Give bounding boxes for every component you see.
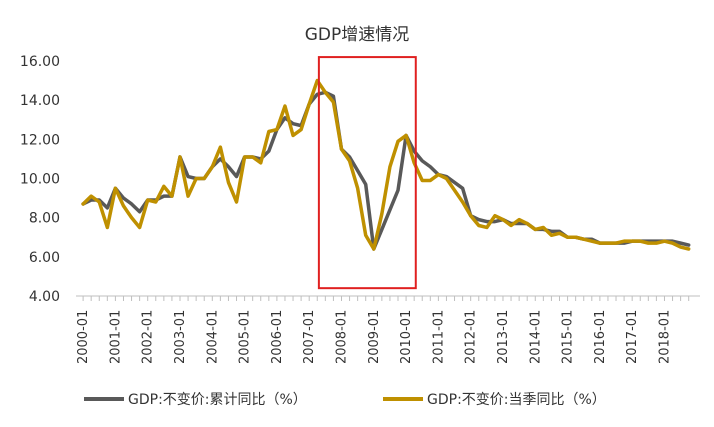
- y-tick-label: 12.00: [20, 132, 60, 148]
- x-tick-label: 2014-01: [528, 310, 543, 364]
- x-tick-label: 2009-01: [367, 310, 382, 364]
- x-tick-label: 2012-01: [464, 310, 479, 364]
- chart-title: GDP增速情况: [305, 25, 410, 45]
- series-line-cumulative: [81, 90, 691, 251]
- x-tick-label: 2017-01: [625, 310, 640, 364]
- x-tick-label: 2002-01: [141, 310, 156, 364]
- y-axis: 4.00 6.00 8.00 10.00 12.00 14.00 16.00: [20, 54, 60, 305]
- y-tick-label: 16.00: [20, 54, 60, 70]
- y-tick-label: 6.00: [29, 250, 60, 266]
- annotation-layer: [317, 56, 417, 290]
- x-tick-label: 2010-01: [399, 310, 414, 364]
- x-tick-label: 2001-01: [108, 310, 123, 364]
- x-tick-label: 2008-01: [334, 310, 349, 364]
- x-tick-label: 2000-01: [76, 310, 91, 364]
- x-tick-label: 2018-01: [657, 310, 672, 364]
- x-tick-label: 2003-01: [173, 310, 188, 364]
- x-tick-label: 2004-01: [205, 310, 220, 364]
- x-tick-label: 2011-01: [431, 310, 446, 364]
- highlight-rectangle: [317, 56, 417, 290]
- x-tick-label: 2005-01: [238, 310, 253, 364]
- legend-label-quarterly: GDP:不变价:当季同比（%）: [427, 392, 606, 408]
- x-tick-label: 2007-01: [302, 310, 317, 364]
- x-tick-label: 2015-01: [561, 310, 576, 364]
- legend: GDP:不变价:累计同比（%） GDP:不变价:当季同比（%）: [84, 392, 606, 408]
- y-tick-label: 10.00: [20, 172, 60, 188]
- x-tick-label: 2006-01: [270, 310, 285, 364]
- x-axis: 2000-01 2001-01 2002-01 2003-01 2004-01 2005-…: [76, 295, 700, 364]
- y-tick-label: 4.00: [29, 289, 60, 305]
- y-tick-label: 14.00: [20, 93, 60, 109]
- series-layer: [81, 78, 691, 251]
- x-tick-label: 2013-01: [496, 310, 511, 364]
- y-tick-label: 8.00: [29, 211, 60, 227]
- x-tick-label: 2016-01: [593, 310, 608, 364]
- series-line-quarterly: [81, 78, 691, 251]
- legend-label-cumulative: GDP:不变价:累计同比（%）: [128, 392, 307, 408]
